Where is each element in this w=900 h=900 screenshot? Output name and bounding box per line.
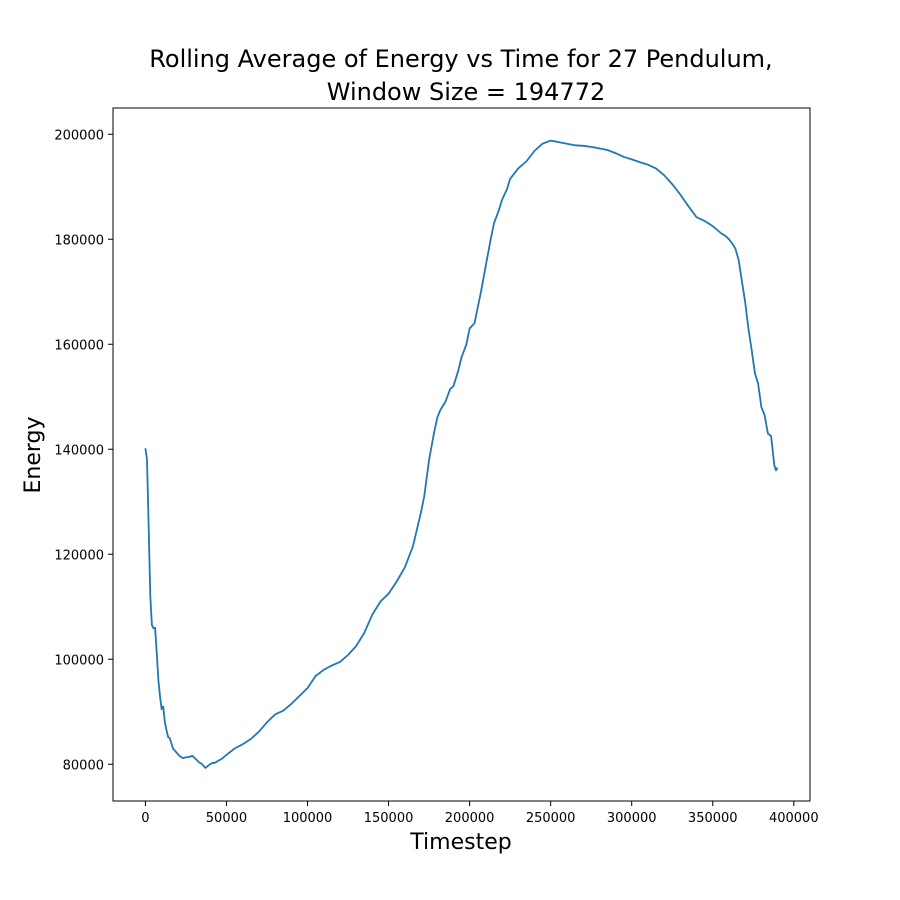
y-tick-label: 120000 [54,548,104,563]
chart-subtitle: Window Size = 194772 [327,78,606,106]
x-tick-label: 400000 [769,811,819,826]
y-tick-label: 160000 [54,338,104,353]
chart-title: Rolling Average of Energy vs Time for 27… [149,45,772,73]
x-tick-label: 100000 [283,811,333,826]
y-axis-label: Energy [21,416,46,493]
y-tick-label: 200000 [54,128,104,143]
x-tick-label: 350000 [688,811,738,826]
x-axis-ticks: 0 50000 100000 150000 200000 250000 300000 3500… [141,801,819,826]
series-line-0 [144,139,779,769]
x-tick-label: 150000 [364,811,414,826]
y-tick-label: 80000 [63,758,104,773]
series-layer [144,139,779,769]
x-tick-label: 200000 [445,811,495,826]
y-tick-label: 180000 [54,233,104,248]
x-tick-label: 0 [141,811,149,826]
y-tick-label: 100000 [54,653,104,668]
plot-frame [112,107,811,802]
y-tick-label: 140000 [54,443,104,458]
x-tick-label: 300000 [607,811,657,826]
x-tick-label: 250000 [526,811,576,826]
y-axis-ticks: 80000 100000 120000 140000 160000 180000 20000… [54,128,113,773]
x-tick-label: 50000 [206,811,247,826]
x-axis-label: Timestep [409,830,511,855]
